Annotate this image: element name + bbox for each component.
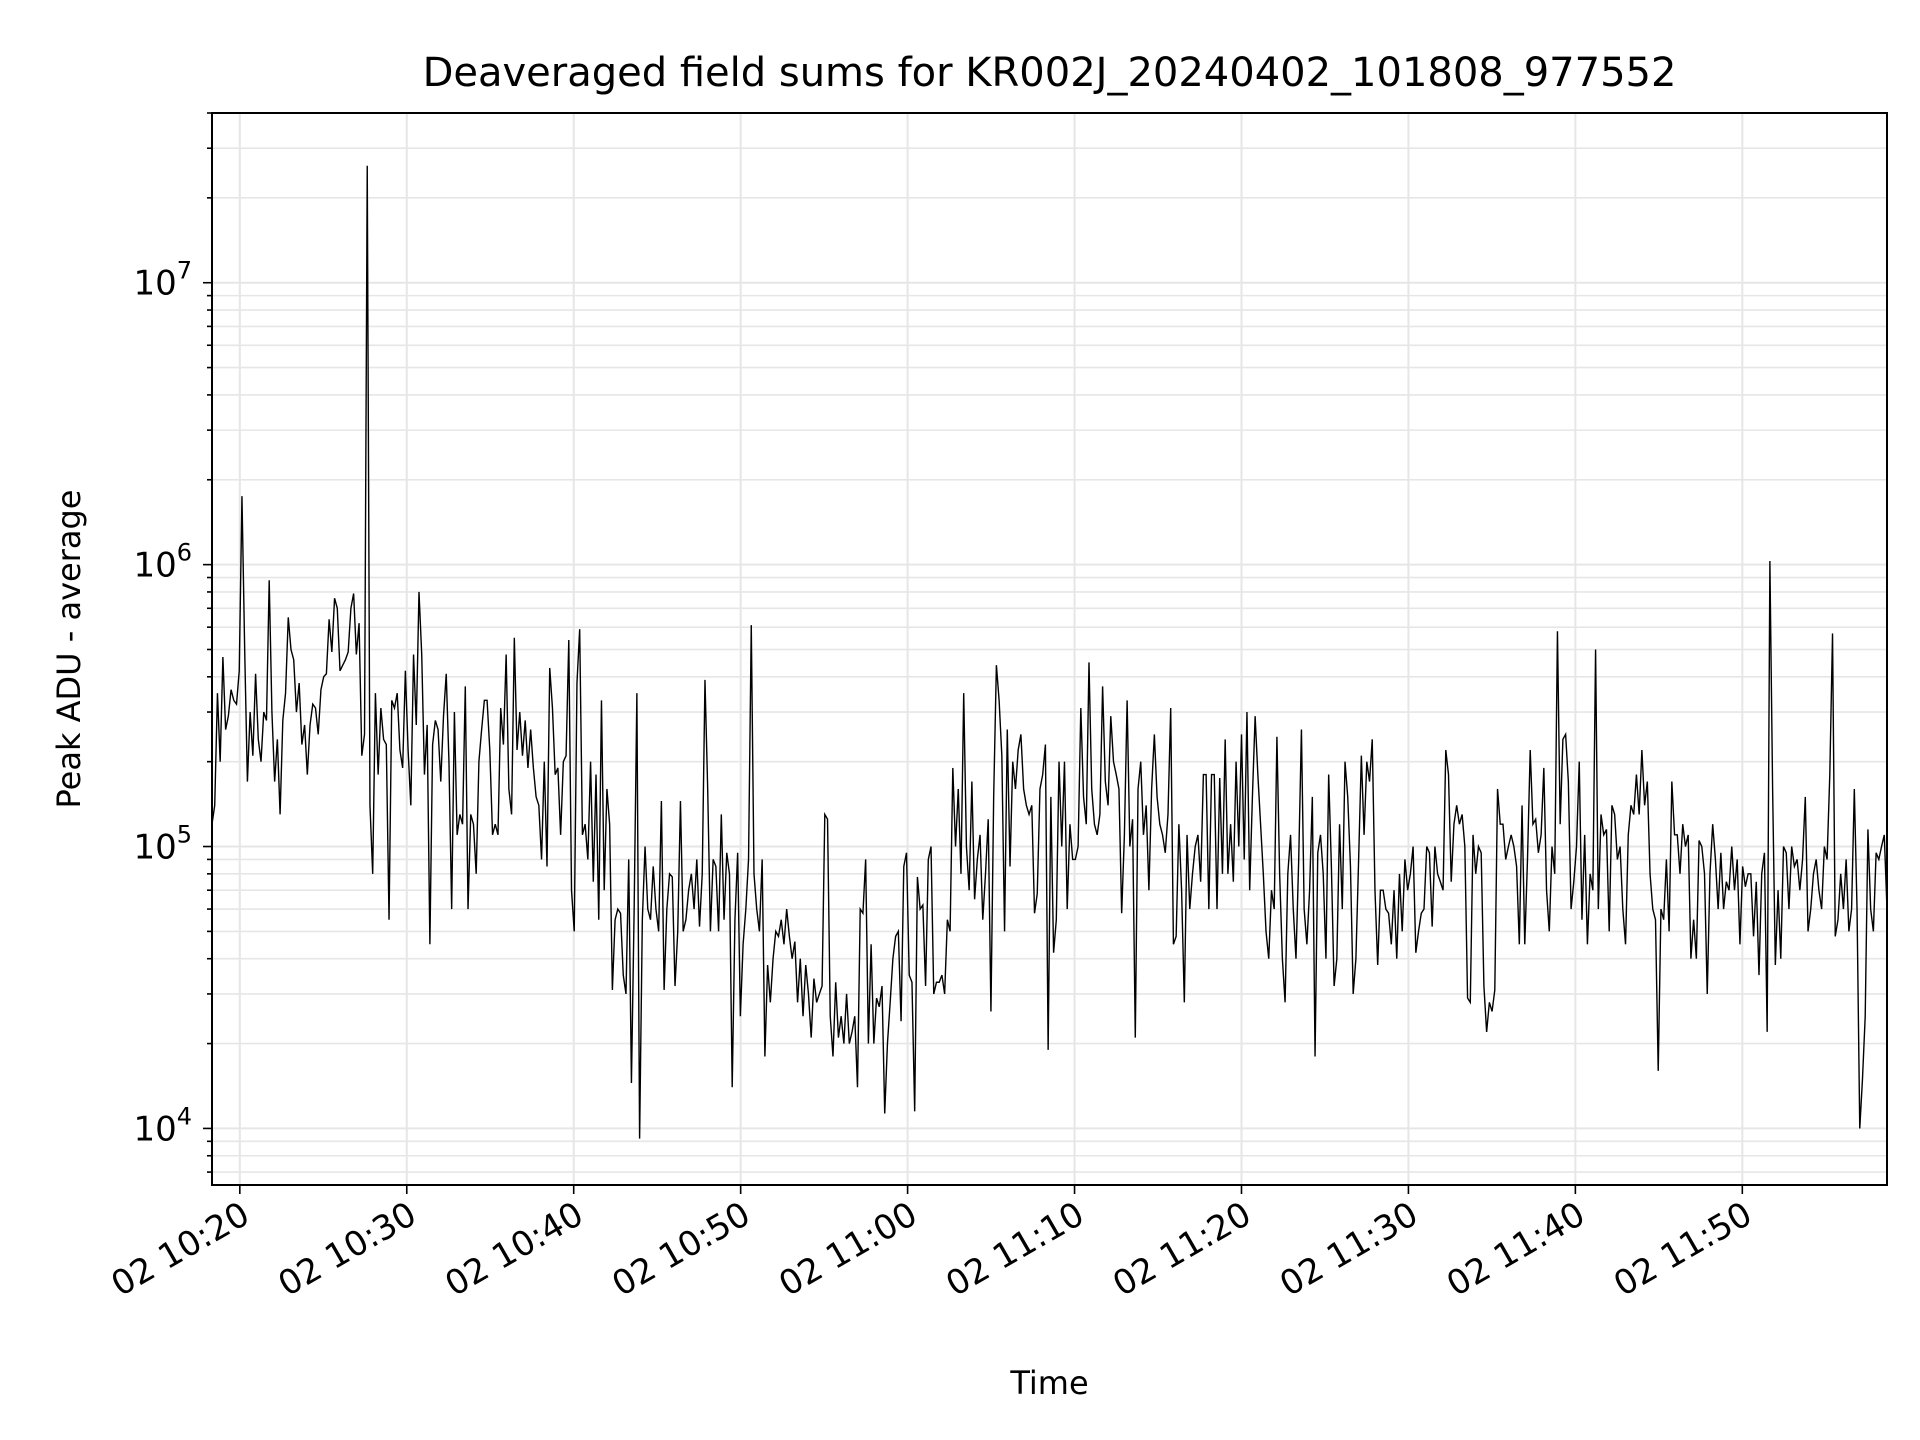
- series: [211, 165, 1888, 1139]
- y-tick-base: 10: [133, 828, 176, 868]
- y-tick-exponent: 4: [177, 1102, 192, 1130]
- x-axis-label: Time: [1009, 1364, 1088, 1402]
- y-tick-base: 10: [133, 1109, 176, 1149]
- y-tick-base: 10: [133, 546, 176, 586]
- y-tick-label: 107: [133, 257, 192, 304]
- y-tick-exponent: 7: [177, 257, 192, 285]
- y-tick-exponent: 5: [177, 821, 192, 849]
- chart-title: Deaveraged field sums for KR002J_2024040…: [423, 50, 1677, 96]
- y-tick-exponent: 6: [177, 539, 192, 567]
- y-axis-label: Peak ADU - average: [50, 490, 88, 809]
- y-tick-label: 104: [133, 1102, 192, 1149]
- series-line: [211, 165, 1888, 1139]
- y-tick-label: 106: [133, 539, 192, 586]
- y-tick-base: 10: [133, 264, 176, 304]
- y-tick-label: 105: [133, 821, 192, 868]
